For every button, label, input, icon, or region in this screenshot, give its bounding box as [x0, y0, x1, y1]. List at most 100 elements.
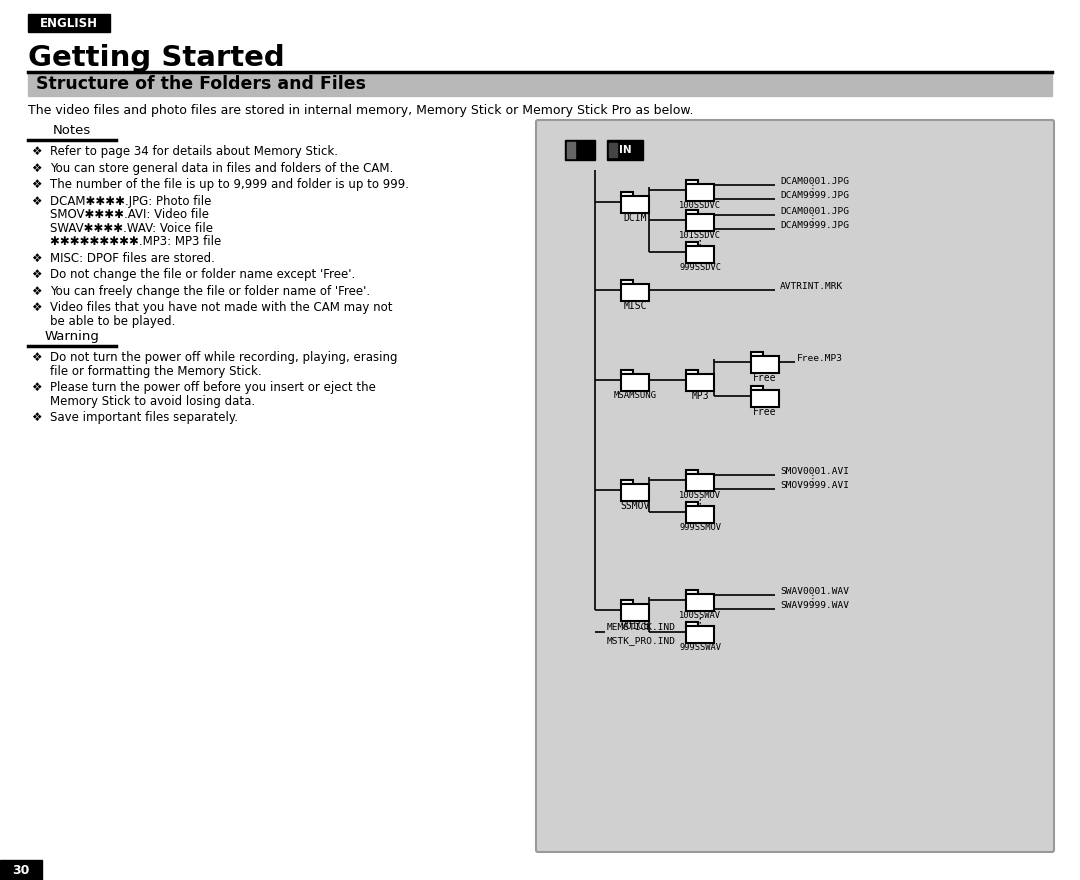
Text: The video files and photo files are stored in internal memory, Memory Stick or M: The video files and photo files are stor…: [28, 104, 693, 117]
Text: ❖: ❖: [30, 381, 41, 394]
Text: VOICE: VOICE: [620, 621, 650, 631]
Text: DCAM0001.JPG: DCAM0001.JPG: [780, 177, 849, 186]
Text: DCAM0001.JPG: DCAM0001.JPG: [780, 207, 849, 216]
Polygon shape: [686, 594, 714, 611]
Text: ⋮: ⋮: [807, 214, 816, 224]
Text: DCAM9999.JPG: DCAM9999.JPG: [780, 190, 849, 200]
Text: Memory Stick to avoid losing data.: Memory Stick to avoid losing data.: [50, 394, 255, 407]
Polygon shape: [621, 484, 649, 501]
Text: ✱✱✱✱✱✱✱✱✱.MP3: MP3 file: ✱✱✱✱✱✱✱✱✱.MP3: MP3 file: [50, 235, 221, 248]
Text: MSAMSUNG: MSAMSUNG: [613, 391, 657, 400]
Polygon shape: [751, 356, 779, 372]
Bar: [609, 143, 617, 157]
Text: 999SSMOV: 999SSMOV: [679, 523, 721, 532]
Text: ⋮: ⋮: [693, 238, 706, 252]
Text: 100SSWAV: 100SSWAV: [679, 611, 721, 620]
Text: Warning: Warning: [44, 329, 99, 342]
Text: ❖: ❖: [30, 162, 41, 174]
Polygon shape: [686, 506, 714, 523]
Bar: [28, 120, 116, 140]
Polygon shape: [686, 209, 698, 214]
Polygon shape: [621, 599, 633, 604]
Text: ❖: ❖: [30, 178, 41, 191]
Polygon shape: [686, 184, 714, 201]
Polygon shape: [686, 590, 698, 594]
Polygon shape: [686, 180, 698, 184]
Polygon shape: [621, 280, 633, 283]
Bar: [607, 140, 643, 160]
Text: be able to be played.: be able to be played.: [50, 314, 175, 327]
Text: 100SSDVC: 100SSDVC: [679, 201, 721, 210]
Text: MISC: MISC: [623, 301, 647, 311]
Text: You can store general data in files and folders of the CAM.: You can store general data in files and …: [50, 162, 393, 174]
Text: Free: Free: [753, 373, 777, 383]
Text: Do not turn the power off while recording, playing, erasing: Do not turn the power off while recordin…: [50, 351, 397, 364]
Polygon shape: [621, 195, 649, 212]
Text: ❖: ❖: [30, 194, 41, 208]
Polygon shape: [686, 473, 714, 490]
Text: ❖: ❖: [30, 301, 41, 314]
Polygon shape: [686, 626, 714, 642]
Polygon shape: [686, 246, 714, 262]
Text: SMOV0001.AVI: SMOV0001.AVI: [780, 466, 849, 475]
Text: Notes: Notes: [53, 123, 91, 136]
Text: ❖: ❖: [30, 252, 41, 265]
Bar: [565, 140, 595, 160]
Text: ❖: ❖: [30, 284, 41, 297]
Text: Structure of the Folders and Files: Structure of the Folders and Files: [36, 75, 366, 93]
Text: ⋮: ⋮: [693, 618, 706, 630]
Text: AVTRINT.MRK: AVTRINT.MRK: [780, 282, 843, 290]
Text: ⋮: ⋮: [807, 474, 816, 484]
Polygon shape: [621, 604, 649, 620]
Polygon shape: [686, 502, 698, 506]
Bar: [0, 860, 42, 880]
Text: Please turn the power off before you insert or eject the: Please turn the power off before you ins…: [50, 381, 376, 394]
Text: You can freely change the file or folder name of 'Free'.: You can freely change the file or folder…: [50, 284, 370, 297]
Text: ❖: ❖: [30, 411, 41, 424]
Polygon shape: [621, 370, 633, 374]
Text: ❖: ❖: [30, 145, 41, 158]
Text: MSTK_PRO.IND: MSTK_PRO.IND: [607, 636, 676, 646]
Polygon shape: [686, 470, 698, 473]
Text: SMOV✱✱✱✱.AVI: Video file: SMOV✱✱✱✱.AVI: Video file: [50, 208, 210, 221]
Polygon shape: [686, 621, 698, 626]
Polygon shape: [686, 241, 698, 246]
Text: ⋮: ⋮: [807, 184, 816, 194]
Text: Do not change the file or folder name except 'Free'.: Do not change the file or folder name ex…: [50, 268, 355, 281]
Text: SWAV✱✱✱✱.WAV: Voice file: SWAV✱✱✱✱.WAV: Voice file: [50, 222, 213, 234]
Text: Free.MP3: Free.MP3: [797, 354, 843, 363]
Polygon shape: [621, 192, 633, 195]
Polygon shape: [621, 480, 633, 484]
Text: 100SSMOV: 100SSMOV: [679, 491, 721, 500]
Text: MEMSTICK.IND: MEMSTICK.IND: [607, 624, 676, 633]
Text: 999SSWAV: 999SSWAV: [679, 643, 721, 652]
Text: file or formatting the Memory Stick.: file or formatting the Memory Stick.: [50, 364, 261, 378]
Text: Video files that you have not made with the CAM may not: Video files that you have not made with …: [50, 301, 392, 314]
Text: SSMOV: SSMOV: [620, 501, 650, 511]
Text: 999SSDVC: 999SSDVC: [679, 263, 721, 272]
Text: SMOV9999.AVI: SMOV9999.AVI: [780, 480, 849, 489]
Text: DCAM9999.JPG: DCAM9999.JPG: [780, 221, 849, 230]
Text: MP3: MP3: [691, 391, 708, 401]
Polygon shape: [751, 390, 779, 407]
Text: Save important files separately.: Save important files separately.: [50, 411, 238, 424]
Polygon shape: [686, 370, 698, 374]
Polygon shape: [686, 374, 714, 391]
Bar: [567, 142, 575, 158]
Text: DCIM: DCIM: [623, 213, 647, 223]
Text: SWAV9999.WAV: SWAV9999.WAV: [780, 600, 849, 610]
Text: ❖: ❖: [30, 268, 41, 281]
Bar: [28, 14, 110, 32]
Bar: [28, 72, 1052, 96]
Text: IN: IN: [619, 145, 632, 155]
Text: SWAV0001.WAV: SWAV0001.WAV: [780, 586, 849, 596]
Text: The number of the file is up to 9,999 and folder is up to 999.: The number of the file is up to 9,999 an…: [50, 178, 409, 191]
Text: 30: 30: [12, 863, 29, 876]
Text: Refer to page 34 for details about Memory Stick.: Refer to page 34 for details about Memor…: [50, 145, 338, 158]
Text: ❖: ❖: [30, 351, 41, 364]
Bar: [28, 326, 116, 346]
Text: ⋮: ⋮: [807, 594, 816, 604]
Text: ENGLISH: ENGLISH: [40, 17, 98, 30]
Polygon shape: [621, 374, 649, 391]
Text: MISC: DPOF files are stored.: MISC: DPOF files are stored.: [50, 252, 215, 265]
